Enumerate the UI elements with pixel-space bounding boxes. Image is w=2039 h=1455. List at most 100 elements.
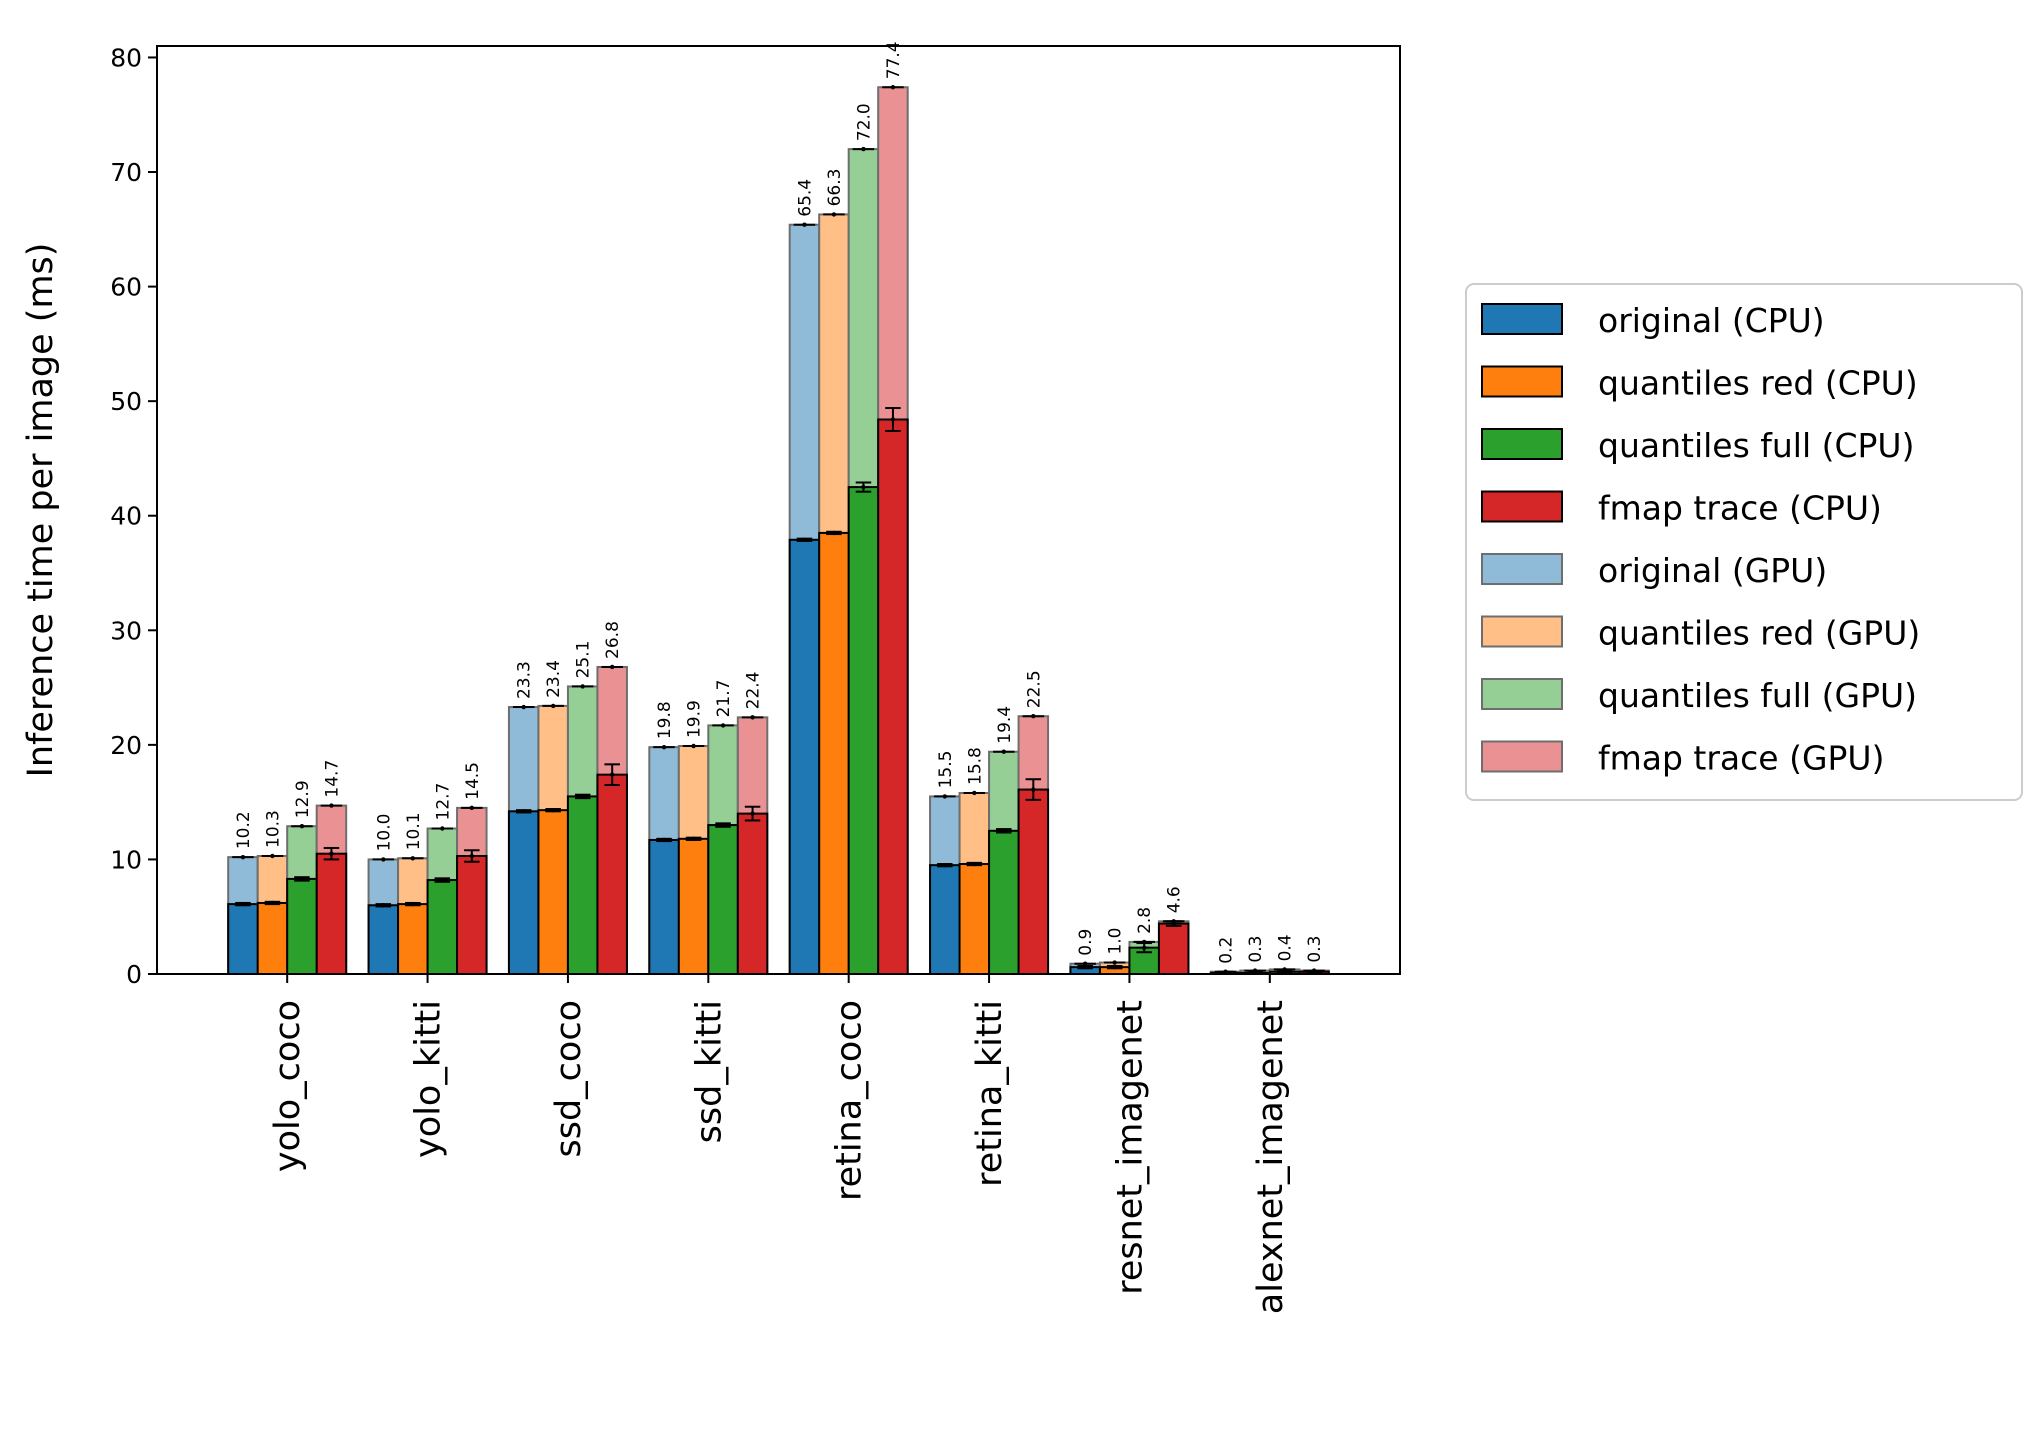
gpu-point xyxy=(1001,749,1007,754)
bar-fmap-trace-cpu-ssd-kitti xyxy=(736,812,769,975)
x-axis: yolo_coco yolo_kitti ssd_coco ssd_kitti reti… xyxy=(268,974,1291,1314)
bar-original-cpu-yolo-coco xyxy=(227,903,259,976)
y-tick-label: 30 xyxy=(110,616,142,645)
cpu-point xyxy=(1001,828,1007,833)
gpu-point xyxy=(329,803,334,808)
cpu-point xyxy=(1112,964,1117,970)
cpu-point xyxy=(381,903,386,908)
bar-original-cpu-retina-coco xyxy=(788,538,821,975)
bar-quantiles-red-cpu-retina-coco xyxy=(818,531,850,975)
gpu-point xyxy=(469,805,475,811)
cpu-point xyxy=(329,851,334,856)
y-tick-label: 60 xyxy=(110,273,142,302)
y-tick-label: 0 xyxy=(126,960,142,989)
bar-original-cpu-yolo-kitti xyxy=(367,904,400,976)
data-label-fmap-trace-gpu-ssd-kitti: 22.4 xyxy=(744,672,764,710)
y-tick-label: 10 xyxy=(110,845,142,874)
x-tick-label-ssd-kitti: ssd_kitti xyxy=(689,1000,729,1143)
data-label-quantiles-full-gpu-yolo-coco: 12.9 xyxy=(293,780,313,818)
x-tick-label-ssd-coco: ssd_coco xyxy=(549,1000,589,1158)
gpu-point xyxy=(550,703,556,709)
legend-label-quantiles-red-gpu: quantiles red (GPU) xyxy=(1598,614,1920,653)
x-tick-label-yolo-coco: yolo_coco xyxy=(268,1000,308,1172)
bar-fmap-trace-cpu-resnet-imagenet xyxy=(1157,922,1190,976)
cpu-point xyxy=(1082,964,1088,970)
gpu-point xyxy=(861,146,866,152)
data-label-original-gpu-ssd-coco: 23.3 xyxy=(515,661,535,699)
data-label-quantiles-red-gpu-alexnet-imagenet: 0.3 xyxy=(1246,936,1266,963)
gpu-point xyxy=(750,715,755,720)
x-tick-label-retina-coco: retina_coco xyxy=(830,1000,870,1201)
legend-label-quantiles-full-gpu: quantiles full (GPU) xyxy=(1598,676,1917,715)
gpu-point xyxy=(580,684,585,689)
legend-swatch-original-gpu xyxy=(1481,553,1563,585)
gpu-point xyxy=(240,854,246,860)
legend-swatch-quantiles-red-cpu xyxy=(1481,365,1563,398)
x-tick-label-retina-kitti: retina_kitti xyxy=(970,1000,1010,1187)
data-label-quantiles-red-gpu-ssd-coco: 23.4 xyxy=(544,660,564,698)
cpu-point xyxy=(550,807,556,813)
cpu-point xyxy=(299,876,305,882)
data-label-original-gpu-yolo-kitti: 10.0 xyxy=(374,814,394,852)
legend-label-original-cpu: original (CPU) xyxy=(1598,301,1825,340)
cpu-point xyxy=(691,836,696,842)
bar-quantiles-red-cpu-retina-kitti xyxy=(958,863,991,976)
bar-original-cpu-ssd-kitti xyxy=(648,838,680,976)
cpu-point xyxy=(942,862,948,868)
cpu-point xyxy=(802,537,807,542)
gpu-point xyxy=(609,664,615,670)
data-label-quantiles-full-gpu-alexnet-imagenet: 0.4 xyxy=(1276,934,1296,961)
legend-label-fmap-trace-cpu: fmap trace (CPU) xyxy=(1598,489,1882,528)
y-tick-label: 70 xyxy=(110,158,142,187)
cpu-point xyxy=(1171,921,1176,926)
gpu-point xyxy=(1031,714,1036,719)
gpu-point xyxy=(802,222,807,227)
cpu-point xyxy=(410,901,416,907)
legend: original (CPU) quantiles red (CPU) quantil… xyxy=(1465,283,2023,801)
bar-original-cpu-ssd-coco xyxy=(507,810,540,976)
bar-fmap-trace-cpu-yolo-kitti xyxy=(456,854,488,975)
bar-quantiles-full-cpu-ssd-kitti xyxy=(707,824,739,975)
cpu-point xyxy=(609,772,615,777)
data-label-original-gpu-alexnet-imagenet: 0.2 xyxy=(1217,937,1237,964)
bar-fmap-trace-cpu-retina-kitti xyxy=(1017,788,1050,975)
data-label-quantiles-full-gpu-retina-kitti: 19.4 xyxy=(995,706,1015,744)
cpu-point xyxy=(661,837,667,843)
bar-quantiles-full-cpu-yolo-coco xyxy=(286,877,318,975)
cpu-point xyxy=(469,853,475,859)
cpu-point xyxy=(972,861,977,867)
bar-quantiles-red-cpu-yolo-coco xyxy=(256,901,289,975)
cpu-point xyxy=(861,484,866,490)
data-label-fmap-trace-gpu-yolo-coco: 14.7 xyxy=(322,760,342,798)
gpu-point xyxy=(521,704,526,710)
bar-quantiles-full-cpu-ssd-coco xyxy=(566,795,599,975)
bar-fmap-trace-cpu-yolo-coco xyxy=(315,852,348,975)
cpu-point xyxy=(1282,969,1287,974)
data-label-quantiles-full-gpu-resnet-imagenet: 2.8 xyxy=(1135,907,1155,934)
gpu-point xyxy=(299,824,305,829)
cpu-point xyxy=(890,417,896,422)
data-label-quantiles-red-gpu-yolo-kitti: 10.1 xyxy=(404,812,424,850)
data-labels-layer: 10.2 10.3 12.9 14.7 10.0 10.1 12.7 14.5 23.3 23.4… xyxy=(234,41,1325,963)
bar-quantiles-full-cpu-retina-kitti xyxy=(988,829,1020,975)
cpu-point xyxy=(240,901,246,907)
bar-quantiles-full-cpu-retina-coco xyxy=(847,486,880,975)
gpu-point xyxy=(720,723,726,728)
legend-label-fmap-trace-gpu: fmap trace (GPU) xyxy=(1598,739,1884,778)
cpu-point xyxy=(1141,945,1147,950)
data-label-quantiles-full-gpu-retina-coco: 72.0 xyxy=(854,103,874,141)
gpu-point xyxy=(270,853,275,859)
gpu-point xyxy=(1112,960,1117,965)
gpu-point xyxy=(831,212,837,217)
cpu-point xyxy=(1311,969,1317,974)
y-tick-label: 50 xyxy=(110,387,142,416)
legend-swatch-quantiles-red-gpu xyxy=(1481,615,1563,648)
bar-quantiles-full-cpu-yolo-kitti xyxy=(426,879,459,975)
data-label-fmap-trace-gpu-resnet-imagenet: 4.6 xyxy=(1165,886,1185,913)
data-label-original-gpu-ssd-kitti: 19.8 xyxy=(655,701,675,739)
data-label-fmap-trace-gpu-retina-kitti: 22.5 xyxy=(1024,670,1044,708)
data-label-quantiles-red-gpu-yolo-coco: 10.3 xyxy=(263,810,283,848)
cpu-point xyxy=(720,822,726,828)
bar-original-cpu-retina-kitti xyxy=(929,864,961,976)
